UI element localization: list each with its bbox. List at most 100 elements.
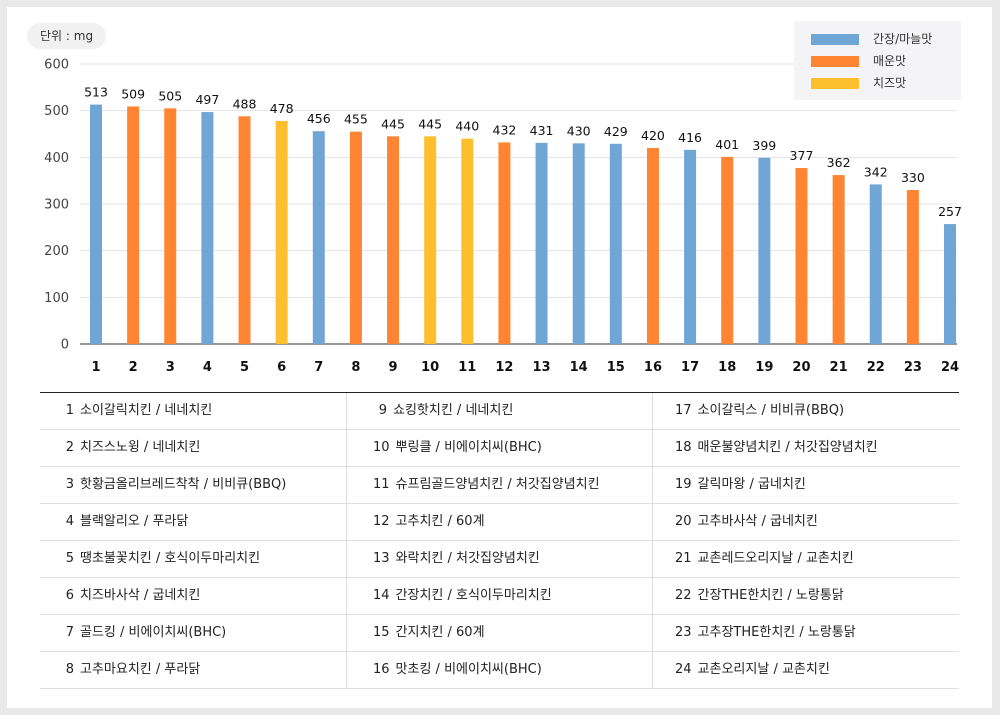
bar bbox=[944, 224, 956, 344]
bar-value-label: 497 bbox=[195, 92, 219, 107]
x-tick-label: 8 bbox=[351, 360, 360, 375]
table-cell: 17 소이갈릭스 / 비비큐(BBQ) bbox=[653, 393, 959, 429]
rank-number: 21 bbox=[675, 551, 692, 566]
bar bbox=[906, 190, 919, 344]
rank-number: 2 bbox=[65, 440, 74, 455]
table-row: 1 소이갈릭치킨 / 네네치킨 9 쇼킹핫치킨 / 네네치킨 17 소이갈릭스 / 비… bbox=[40, 393, 959, 430]
table-row: 6 치즈바사삭 / 굽네치킨 14 간장치킨 / 호식이두마리치킨 22 간장THE한… bbox=[40, 578, 959, 615]
y-tick-label: 200 bbox=[44, 244, 69, 259]
bar bbox=[90, 104, 102, 344]
menu-name: 소이갈릭스 / 비비큐(BBQ) bbox=[697, 403, 845, 418]
table-cell: 14 간장치킨 / 호식이두마리치킨 bbox=[347, 578, 653, 614]
rank-number: 23 bbox=[675, 625, 692, 640]
x-tick-label: 6 bbox=[277, 360, 286, 375]
legend: 간장/마늘맛 매운맛 치즈맛 bbox=[794, 21, 961, 100]
y-tick-label: 100 bbox=[44, 291, 69, 306]
table-row: 5 땡초불꽃치킨 / 호식이두마리치킨 13 와락치킨 / 처갓집양념치킨 21 교촌… bbox=[40, 541, 959, 578]
rank-number: 9 bbox=[378, 403, 387, 418]
bar-value-label: 429 bbox=[604, 124, 628, 139]
table-cell: 6 치즈바사삭 / 굽네치킨 bbox=[40, 578, 347, 614]
y-tick-label: 300 bbox=[44, 198, 69, 213]
legend-label-spicy: 매운맛 bbox=[873, 54, 907, 68]
chart-card: 단위 : mg 513 509 505 497 488 478 456 455 445 445 44… bbox=[7, 7, 992, 708]
bar-value-label: 377 bbox=[790, 148, 814, 163]
menu-name: 골드킹 / 비에이치씨(BHC) bbox=[80, 625, 227, 640]
x-tick-label: 14 bbox=[570, 360, 588, 375]
rank-number: 22 bbox=[675, 588, 692, 603]
x-tick-label: 21 bbox=[830, 360, 848, 375]
bar bbox=[869, 184, 882, 344]
menu-name: 블랙알리오 / 푸라닭 bbox=[80, 514, 189, 529]
bar bbox=[312, 131, 325, 344]
bar bbox=[721, 156, 734, 344]
x-tick-label: 7 bbox=[314, 360, 323, 375]
menu-name: 간장치킨 / 호식이두마리치킨 bbox=[395, 588, 552, 603]
data-labels: 513 509 505 497 488 478 456 455 445 445 440 432 431 4… bbox=[84, 85, 962, 219]
rank-number: 6 bbox=[65, 588, 74, 603]
table-cell: 19 갈릭마왕 / 굽네치킨 bbox=[653, 467, 959, 503]
x-tick-label: 10 bbox=[421, 360, 439, 375]
menu-name: 슈프림골드양념치킨 / 처갓집양념치킨 bbox=[395, 477, 600, 492]
bar-value-label: 432 bbox=[493, 122, 517, 137]
bar bbox=[127, 106, 140, 344]
rank-number: 20 bbox=[675, 514, 692, 529]
x-tick-label: 3 bbox=[166, 360, 175, 375]
table-cell: 20 고추바사삭 / 굽네치킨 bbox=[653, 504, 959, 540]
rank-number: 12 bbox=[373, 514, 390, 529]
bar bbox=[795, 168, 808, 344]
table-cell: 15 간지치킨 / 60계 bbox=[347, 615, 653, 651]
menu-name: 와락치킨 / 처갓집양념치킨 bbox=[395, 551, 540, 566]
menu-name: 치즈바사삭 / 굽네치킨 bbox=[80, 588, 201, 603]
table-cell: 18 매운불양념치킨 / 처갓집양념치킨 bbox=[653, 430, 959, 466]
bar bbox=[758, 157, 771, 344]
bar bbox=[164, 108, 177, 344]
table-row: 4 블랙알리오 / 푸라닭 12 고추치킨 / 60계 20 고추바사삭 / 굽네치킨 bbox=[40, 504, 959, 541]
bars bbox=[90, 104, 956, 345]
bar-value-label: 401 bbox=[715, 137, 739, 152]
table-cell: 7 골드킹 / 비에이치씨(BHC) bbox=[40, 615, 347, 651]
x-tick-label: 11 bbox=[458, 360, 476, 375]
table-cell: 13 와락치킨 / 처갓집양념치킨 bbox=[347, 541, 653, 577]
table-cell: 12 고추치킨 / 60계 bbox=[347, 504, 653, 540]
bar-value-label: 509 bbox=[121, 86, 145, 101]
table-cell: 10 뿌링클 / 비에이치씨(BHC) bbox=[347, 430, 653, 466]
bar-value-label: 399 bbox=[752, 138, 776, 153]
x-axis-ticks: 1 2 3 4 5 6 7 8 9 10 11 12 13 14 15 16 17 18 19 20 21 22 23 24 bbox=[91, 360, 959, 375]
table-cell: 8 고추마요치킨 / 푸라닭 bbox=[40, 652, 347, 688]
bar-value-label: 513 bbox=[84, 85, 108, 100]
rank-number: 15 bbox=[373, 625, 390, 640]
bar bbox=[201, 112, 214, 344]
bar-value-label: 445 bbox=[418, 116, 442, 131]
unit-label: 단위 : mg bbox=[27, 23, 107, 49]
menu-name: 간장THE한치킨 / 노랑통닭 bbox=[697, 588, 844, 603]
menu-name: 갈릭마왕 / 굽네치킨 bbox=[697, 477, 806, 492]
menu-name: 소이갈릭치킨 / 네네치킨 bbox=[80, 403, 213, 418]
y-tick-label: 600 bbox=[44, 58, 69, 73]
legend-swatch-cheese bbox=[811, 78, 859, 89]
rank-number: 13 bbox=[373, 551, 390, 566]
x-tick-label: 24 bbox=[941, 360, 959, 375]
menu-name: 맛초킹 / 비에이치씨(BHC) bbox=[395, 662, 542, 677]
bar bbox=[275, 120, 288, 344]
bar bbox=[387, 136, 400, 344]
bar bbox=[535, 142, 548, 344]
bar-value-label: 416 bbox=[678, 130, 702, 145]
bar-value-label: 505 bbox=[158, 88, 182, 103]
x-tick-label: 23 bbox=[904, 360, 922, 375]
x-tick-label: 5 bbox=[240, 360, 249, 375]
y-tick-label: 500 bbox=[44, 104, 69, 119]
y-tick-label: 400 bbox=[44, 151, 69, 166]
bar bbox=[572, 143, 585, 344]
legend-swatch-spicy bbox=[811, 56, 859, 67]
menu-name: 쇼킹핫치킨 / 네네치킨 bbox=[393, 403, 514, 418]
table-cell: 23 고추장THE한치킨 / 노랑통닭 bbox=[653, 615, 959, 651]
x-tick-label: 2 bbox=[129, 360, 138, 375]
grid-lines bbox=[80, 63, 957, 345]
menu-name: 땡초불꽃치킨 / 호식이두마리치킨 bbox=[80, 551, 261, 566]
x-tick-label: 13 bbox=[533, 360, 551, 375]
table-cell: 24 교촌오리지날 / 교촌치킨 bbox=[653, 652, 959, 688]
legend-label-cheese: 치즈맛 bbox=[873, 76, 907, 90]
bar bbox=[424, 136, 437, 344]
x-tick-label: 4 bbox=[203, 360, 212, 375]
table-cell: 21 교촌레드오리지날 / 교촌치킨 bbox=[653, 541, 959, 577]
